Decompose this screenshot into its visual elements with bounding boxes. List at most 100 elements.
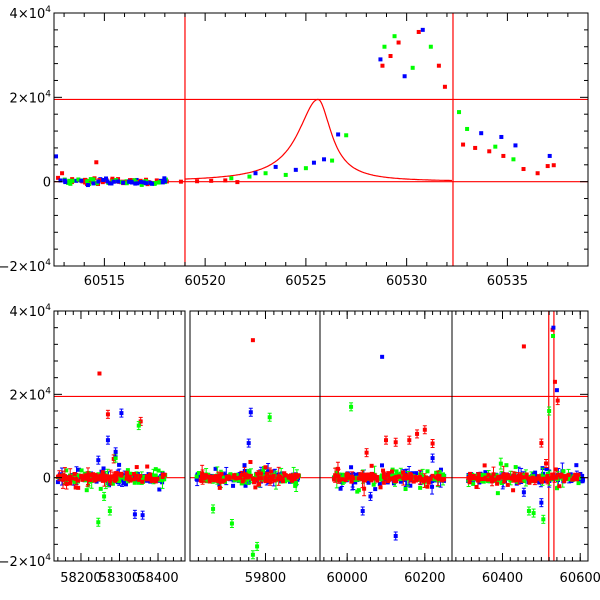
data-point — [157, 487, 162, 492]
data-point — [79, 473, 84, 478]
data-point — [269, 469, 274, 474]
data-point — [523, 475, 528, 480]
data-point — [557, 484, 562, 489]
data-point — [479, 474, 484, 479]
data-point — [354, 477, 359, 482]
data-point — [141, 180, 146, 185]
data-point — [571, 477, 576, 482]
data-point — [576, 472, 581, 477]
data-point — [558, 474, 563, 479]
data-point — [403, 487, 408, 492]
data-point — [252, 480, 257, 485]
data-point — [350, 474, 355, 479]
data-point — [272, 478, 277, 483]
data-point — [493, 144, 498, 149]
data-point — [111, 474, 116, 479]
data-point — [474, 475, 479, 480]
data-point — [266, 478, 271, 483]
data-point — [481, 479, 486, 484]
plot-frame — [53, 12, 589, 267]
data-point — [382, 44, 387, 49]
data-point — [266, 469, 271, 474]
data-point — [92, 478, 97, 483]
data-point — [379, 474, 384, 479]
data-point — [96, 520, 101, 525]
data-point — [292, 477, 297, 482]
data-point — [421, 479, 426, 484]
data-point — [527, 480, 532, 485]
data-point — [542, 474, 547, 479]
data-point — [86, 474, 91, 479]
x-tick-label: 58400 — [137, 571, 178, 586]
data-point — [217, 482, 222, 487]
data-point — [234, 473, 239, 478]
model-curve — [185, 98, 452, 182]
data-point — [119, 411, 124, 416]
data-point — [511, 157, 516, 162]
y-tick-label: 4×104 — [10, 5, 52, 22]
data-point — [366, 480, 371, 485]
x-tick-label: 60200 — [404, 571, 445, 586]
data-point — [231, 475, 236, 480]
data-point — [537, 476, 542, 481]
data-point — [578, 479, 583, 484]
data-point — [108, 474, 113, 479]
data-point — [358, 472, 363, 477]
data-point — [389, 469, 394, 474]
data-point — [373, 476, 378, 481]
data-point — [113, 449, 118, 454]
data-point — [136, 423, 141, 428]
data-point — [91, 472, 96, 477]
data-point — [88, 177, 93, 182]
data-point — [105, 477, 110, 482]
data-point — [279, 476, 284, 481]
data-point — [404, 473, 409, 478]
data-point — [502, 476, 507, 481]
data-point — [216, 475, 221, 480]
data-point — [239, 481, 244, 486]
y-tick-label: 0 — [43, 176, 51, 191]
data-point — [227, 475, 232, 480]
data-point — [204, 473, 209, 478]
y-tick-label: 2×104 — [10, 386, 52, 403]
data-point — [420, 27, 425, 32]
data-point — [547, 409, 552, 413]
data-point — [245, 474, 250, 479]
data-point — [74, 178, 79, 183]
data-point — [550, 476, 555, 481]
data-point — [534, 476, 539, 481]
data-point — [137, 477, 142, 482]
data-point — [437, 476, 442, 481]
data-point — [57, 473, 62, 478]
data-point — [552, 379, 557, 384]
x-tick-label: 60525 — [285, 274, 326, 289]
data-point — [267, 415, 272, 420]
data-point — [343, 478, 348, 483]
data-point — [160, 180, 165, 185]
data-point — [531, 511, 536, 516]
data-point — [349, 465, 354, 470]
data-point — [127, 179, 132, 184]
data-point — [422, 427, 427, 432]
data-point — [440, 472, 445, 477]
data-point — [68, 181, 73, 186]
data-point — [111, 179, 116, 184]
data-point — [132, 480, 137, 485]
data-point — [379, 463, 384, 468]
data-point — [202, 475, 207, 480]
data-point — [499, 475, 504, 480]
data-point — [431, 477, 436, 482]
data-point — [153, 467, 158, 472]
data-point — [60, 477, 65, 482]
data-point — [521, 167, 526, 172]
data-point — [566, 472, 571, 477]
data-point — [415, 431, 420, 436]
data-point — [114, 472, 119, 477]
data-point — [491, 472, 496, 477]
data-point — [243, 475, 248, 480]
data-point — [253, 485, 258, 490]
data-point — [243, 483, 248, 488]
data-point — [410, 65, 415, 70]
data-point — [263, 479, 268, 484]
data-point — [211, 506, 216, 511]
